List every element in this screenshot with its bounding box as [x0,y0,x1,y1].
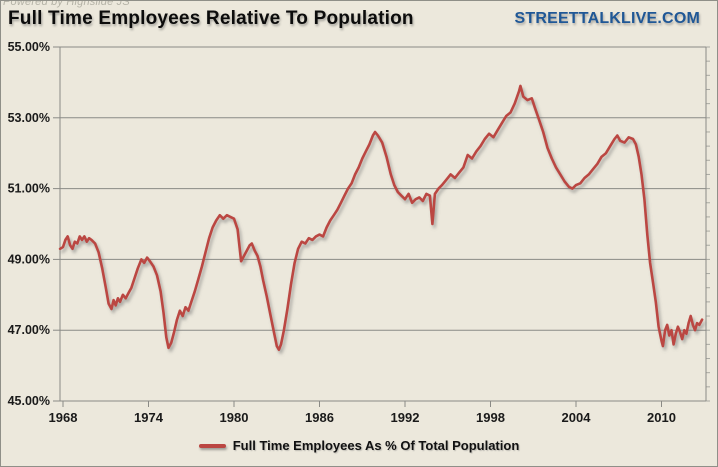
legend-item[interactable]: Full Time Employees As % Of Total Popula… [198,438,520,453]
x-tick-label: 2004 [562,410,592,425]
y-tick-label: 55.00% [8,40,50,54]
x-tick-label: 1974 [134,410,164,425]
x-tick-label: 1968 [49,410,78,425]
brand-link: STREETTALKLIVE.COM [514,10,700,27]
legend-line-swatch [198,443,226,448]
x-tick-label: 1980 [220,410,249,425]
legend-label: Full Time Employees As % Of Total Popula… [232,438,520,453]
y-tick-label: 49.00% [8,252,50,266]
y-tick-label: 45.00% [8,394,50,408]
series-line [58,84,704,352]
x-tick-label: 1986 [305,410,334,425]
legend: Full Time Employees As % Of Total Popula… [1,438,717,453]
y-tick-label: 53.00% [8,111,50,125]
x-tick-label: 1992 [391,410,420,425]
y-tick-label: 47.00% [8,323,50,337]
x-tick-label: 1998 [476,410,505,425]
chart-title: Full Time Employees Relative To Populati… [8,8,414,29]
x-tick-label: 2010 [647,410,676,425]
y-tick-label: 51.00% [8,182,50,196]
powered-by-label: Powered by Highslide JS [3,0,130,8]
